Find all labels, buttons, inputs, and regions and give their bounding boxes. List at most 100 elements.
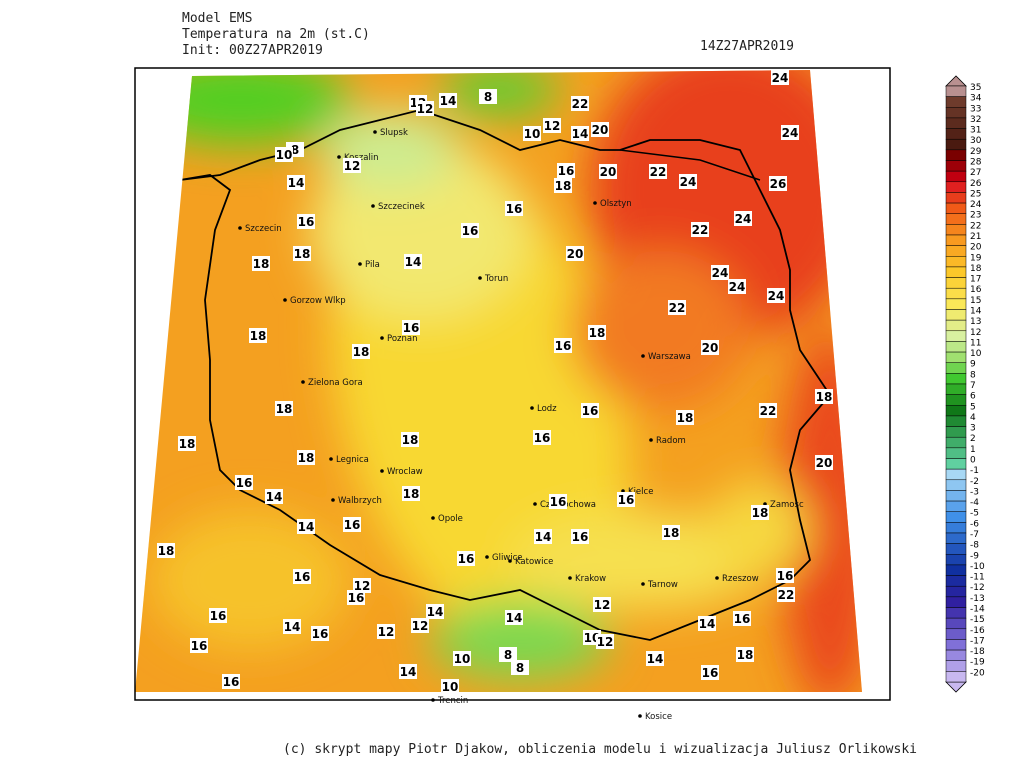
color-bar-swatch [945, 532, 967, 544]
contour-label: 18 [555, 179, 572, 193]
color-bar-label: 14 [970, 307, 982, 317]
color-bar-swatch [945, 500, 967, 512]
contour-label: 14 [535, 530, 552, 544]
contour-label-box [776, 568, 794, 583]
city-name: Trencin [437, 696, 468, 706]
color-bar-top-arrow [945, 75, 967, 87]
contour-label-box [533, 430, 551, 445]
contour-label-box [549, 494, 567, 509]
color-bar-label: -9 [970, 551, 979, 561]
color-bar-swatch [945, 319, 967, 332]
color-bar-swatch [945, 85, 967, 97]
color-bar-swatch [945, 266, 967, 278]
color-bar-label: 24 [970, 200, 982, 210]
contour-label-box [505, 610, 523, 625]
contour-label: 8 [291, 143, 299, 157]
city-dot [593, 201, 597, 205]
city-dot [568, 576, 572, 580]
contour-label-box [479, 89, 497, 104]
color-bar-label: 3 [970, 424, 976, 434]
contour-label: 18 [250, 329, 267, 343]
color-bar-swatch [945, 160, 967, 172]
color-bar-label: -10 [970, 562, 985, 572]
contour-label: 16 [777, 569, 794, 583]
color-bar-swatch [945, 245, 967, 257]
color-bar-label: 15 [970, 296, 981, 306]
color-bar-label: 25 [970, 189, 981, 199]
color-bar-label: 33 [970, 104, 981, 114]
color-bar-label: 8 [970, 370, 976, 380]
color-bar-swatch [945, 128, 967, 140]
color-bar-swatch [945, 639, 967, 651]
city-name: Czestochowa [540, 500, 596, 510]
contour-label: 24 [729, 280, 746, 294]
contour-label: 20 [592, 123, 609, 137]
city-dot [530, 406, 534, 410]
color-bar-swatch [945, 617, 967, 630]
color-bar-swatch [945, 192, 967, 204]
contour-label: 8 [504, 648, 512, 662]
city-name: Kosice [645, 712, 672, 722]
contour-label: 10 [276, 148, 293, 162]
contour-label-box [777, 587, 795, 602]
color-bar-swatch [945, 181, 967, 193]
color-bar-swatch [945, 585, 967, 598]
color-bar-swatch [945, 96, 967, 108]
contour-label-box [347, 590, 365, 605]
variable: Temperatura na 2m (st.C) [182, 27, 370, 42]
contour-label-box [287, 175, 305, 190]
color-bar-label: 23 [970, 211, 981, 221]
contour-label: 18 [294, 247, 311, 261]
contour-label: 14 [506, 611, 523, 625]
contour-label-box [157, 543, 175, 558]
contour-label: 18 [179, 437, 196, 451]
contour-label: 20 [567, 247, 584, 261]
contour-label: 14 [699, 617, 716, 631]
color-bar-swatch [945, 149, 967, 161]
city-dot [358, 262, 362, 266]
contour-label-box [401, 432, 419, 447]
contour-label-box [649, 164, 667, 179]
contour-label: 14 [647, 652, 664, 666]
color-bar-swatch [945, 479, 967, 491]
contour-label-box [399, 664, 417, 679]
contour-label: 22 [572, 97, 589, 111]
color-bar-swatch [945, 351, 967, 363]
contour-label-box [676, 410, 694, 425]
city-name: Wroclaw [387, 467, 423, 477]
contour-label-box [523, 126, 541, 141]
city-dot [478, 276, 482, 280]
city-name: Legnica [336, 455, 369, 465]
color-bar-label: 1 [970, 445, 976, 455]
contour-label-box [554, 178, 572, 193]
city-dot [238, 226, 242, 230]
contour-label: 14 [266, 490, 283, 504]
color-bar-swatch [945, 330, 967, 342]
city-name: Olsztyn [600, 199, 632, 209]
contour-label: 16 [734, 612, 751, 626]
contour-label-box [734, 211, 752, 226]
contour-label: 22 [760, 404, 777, 418]
contour-label-box [249, 328, 267, 343]
city-name: Torun [484, 274, 508, 284]
color-bar-swatch [945, 107, 967, 119]
contour-label-box [769, 176, 787, 191]
city-name: Pila [365, 260, 380, 270]
color-bar-swatch [945, 341, 967, 353]
contour-label: 16 [462, 224, 479, 238]
contour-label-box [599, 164, 617, 179]
city-dot [715, 576, 719, 580]
model-name: Model EMS [182, 11, 252, 26]
contour-label: 14 [427, 605, 444, 619]
color-bar-label: 26 [970, 179, 982, 189]
color-bar-swatch [945, 362, 967, 374]
contour-label-box [571, 529, 589, 544]
contour-label-box [698, 616, 716, 631]
contour-label: 16 [458, 552, 475, 566]
contour-label-box [426, 604, 444, 619]
contour-label-box [265, 489, 283, 504]
color-bar-label: -1 [970, 466, 979, 476]
contour-label: 12 [412, 619, 429, 633]
color-bar-label: 17 [970, 275, 981, 285]
